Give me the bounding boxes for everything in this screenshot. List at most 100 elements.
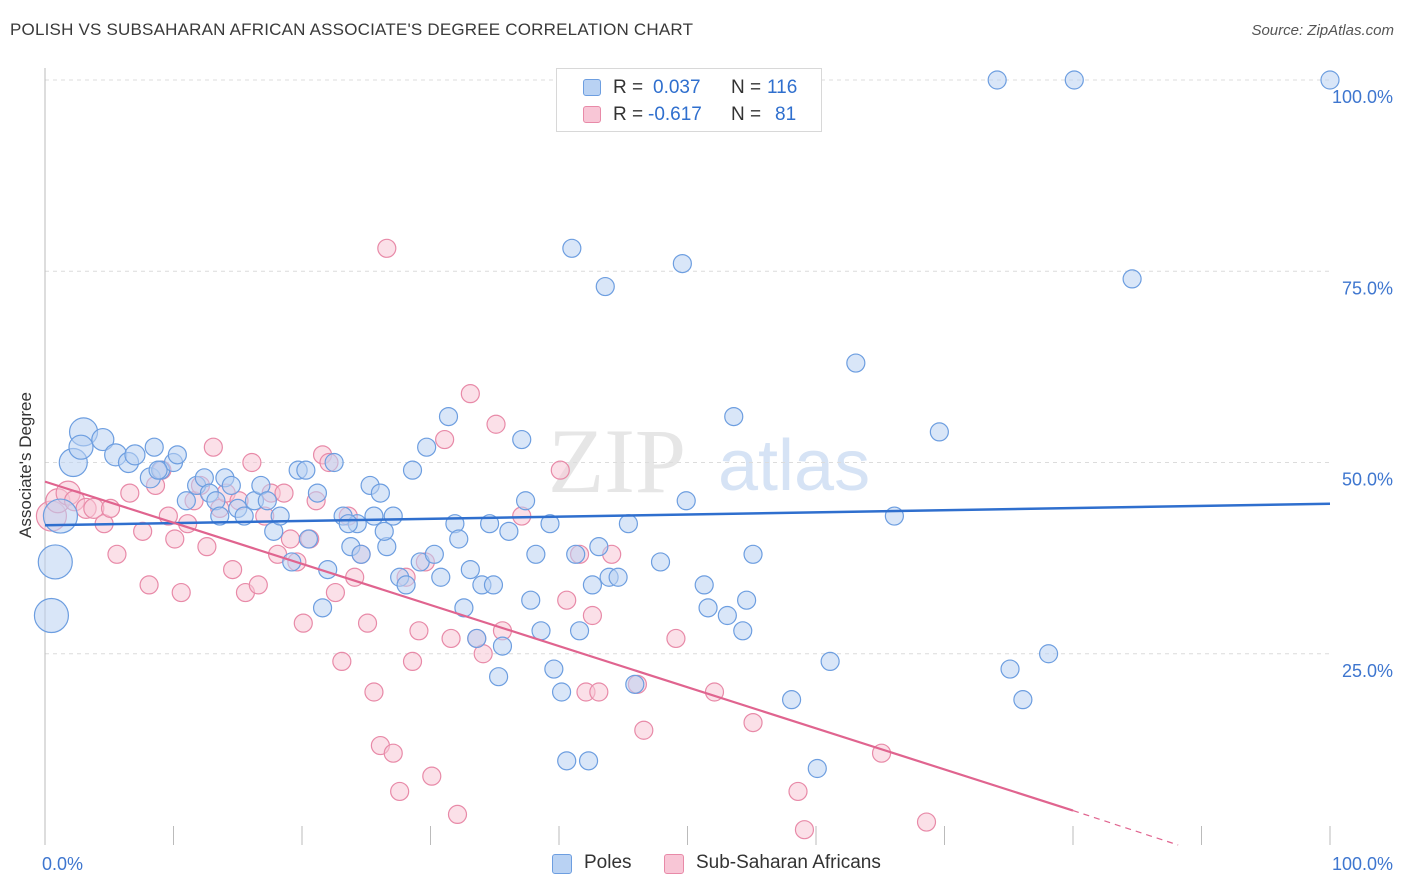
ssa-point — [589, 682, 609, 702]
ssa-point — [332, 651, 352, 672]
ssa-point — [486, 414, 506, 434]
ssa-point — [788, 781, 808, 802]
poles-point — [737, 590, 757, 610]
poles-point — [483, 575, 504, 595]
n-value: 116 — [767, 77, 798, 98]
poles-point — [717, 605, 737, 626]
poles-point — [176, 491, 196, 511]
poles-point — [91, 427, 115, 452]
poles-point — [257, 491, 277, 511]
poles-point — [540, 514, 560, 534]
poles-point — [846, 353, 866, 373]
poles-point — [37, 544, 73, 580]
poles-point — [296, 460, 316, 480]
legend-label: Poles — [584, 852, 632, 873]
legend-row-poles: R = 0.037 N = 116 — [557, 73, 821, 101]
poles-point — [33, 597, 70, 634]
poles-point — [618, 514, 638, 534]
ssa-point — [402, 651, 423, 672]
poles-point — [351, 544, 371, 564]
poles-point — [489, 667, 509, 687]
poles-point — [562, 238, 582, 258]
poles-point — [733, 621, 753, 641]
poles-point — [566, 544, 586, 564]
r-label: R = — [613, 104, 644, 125]
poles-point — [424, 544, 444, 564]
poles-point — [608, 567, 628, 587]
ssa-point — [666, 628, 686, 649]
poles-point — [298, 529, 319, 549]
n-value: 81 — [775, 104, 797, 125]
ssa-point — [422, 766, 442, 786]
poles-point — [672, 254, 692, 274]
poles-point — [364, 506, 384, 526]
ssa-point — [197, 537, 217, 557]
ssa-point — [794, 820, 815, 840]
y-tick-label: 50.0% — [1342, 470, 1393, 490]
ssa-point — [293, 613, 313, 633]
poles-point — [1064, 70, 1084, 90]
poles-point — [1122, 269, 1142, 289]
poles-point — [370, 483, 390, 503]
n-label: N = — [731, 104, 762, 125]
ssa-point — [435, 429, 455, 450]
poles-point — [694, 575, 714, 595]
poles-point — [650, 552, 671, 572]
r-value: -0.617 — [648, 104, 702, 125]
poles-point — [454, 598, 474, 618]
ssa-point — [133, 521, 153, 541]
poles-point — [402, 460, 423, 480]
poles-point — [512, 429, 532, 450]
poles-point — [625, 674, 645, 694]
poles-point — [544, 659, 564, 679]
poles-point — [698, 598, 718, 618]
y-axis-label: Associate's Degree — [16, 392, 35, 538]
poles-point — [781, 690, 802, 710]
ssa-point — [582, 605, 603, 626]
ssa-point — [325, 582, 346, 603]
ssa-point — [280, 529, 301, 549]
ssa-trendline-extension — [1072, 810, 1179, 846]
ssa-point — [557, 590, 577, 610]
ssa-point — [634, 720, 654, 740]
x-tick-label: 100.0% — [1332, 854, 1393, 874]
legend-label: Sub-Saharan Africans — [696, 852, 881, 873]
poles-point — [526, 544, 546, 564]
y-tick-label: 75.0% — [1342, 278, 1393, 298]
ssa-point — [447, 804, 468, 825]
ssa-point — [743, 712, 763, 733]
y-tick-label: 100.0% — [1332, 87, 1393, 107]
ssa-swatch — [583, 106, 601, 123]
poles-point — [42, 498, 79, 534]
poles-point — [1013, 690, 1033, 710]
source-label: Source: ZipAtlas.com — [1251, 22, 1394, 39]
ssa-point — [550, 460, 570, 480]
poles-swatch — [583, 79, 601, 96]
ssa-point — [441, 628, 461, 649]
ssa-point — [171, 582, 191, 603]
poles-point — [499, 521, 519, 541]
ssa-point — [460, 384, 480, 404]
ssa-point — [364, 682, 384, 702]
poles-point — [531, 621, 551, 641]
poles-point — [210, 506, 230, 526]
poles-point — [743, 544, 763, 564]
n-label: N = — [731, 77, 762, 98]
watermark-atlas: atlas — [718, 426, 870, 506]
y-tick-label: 25.0% — [1342, 661, 1393, 681]
poles-point — [374, 521, 394, 541]
ssa-point — [377, 238, 397, 258]
poles-point — [396, 575, 416, 595]
poles-point — [68, 434, 94, 460]
stats-legend: R = 0.037 N = 116 R = -0.617 N = 81 — [556, 68, 822, 132]
poles-point — [144, 437, 164, 457]
legend-row-ssa: R = -0.617 N = 81 — [557, 100, 821, 128]
poles-point — [595, 276, 615, 297]
ssa-swatch — [664, 854, 684, 874]
poles-point — [724, 407, 744, 427]
poles-point — [312, 598, 333, 618]
poles-point — [1038, 644, 1059, 664]
poles-point — [578, 751, 599, 771]
x-tick-label: 0.0% — [42, 854, 83, 874]
